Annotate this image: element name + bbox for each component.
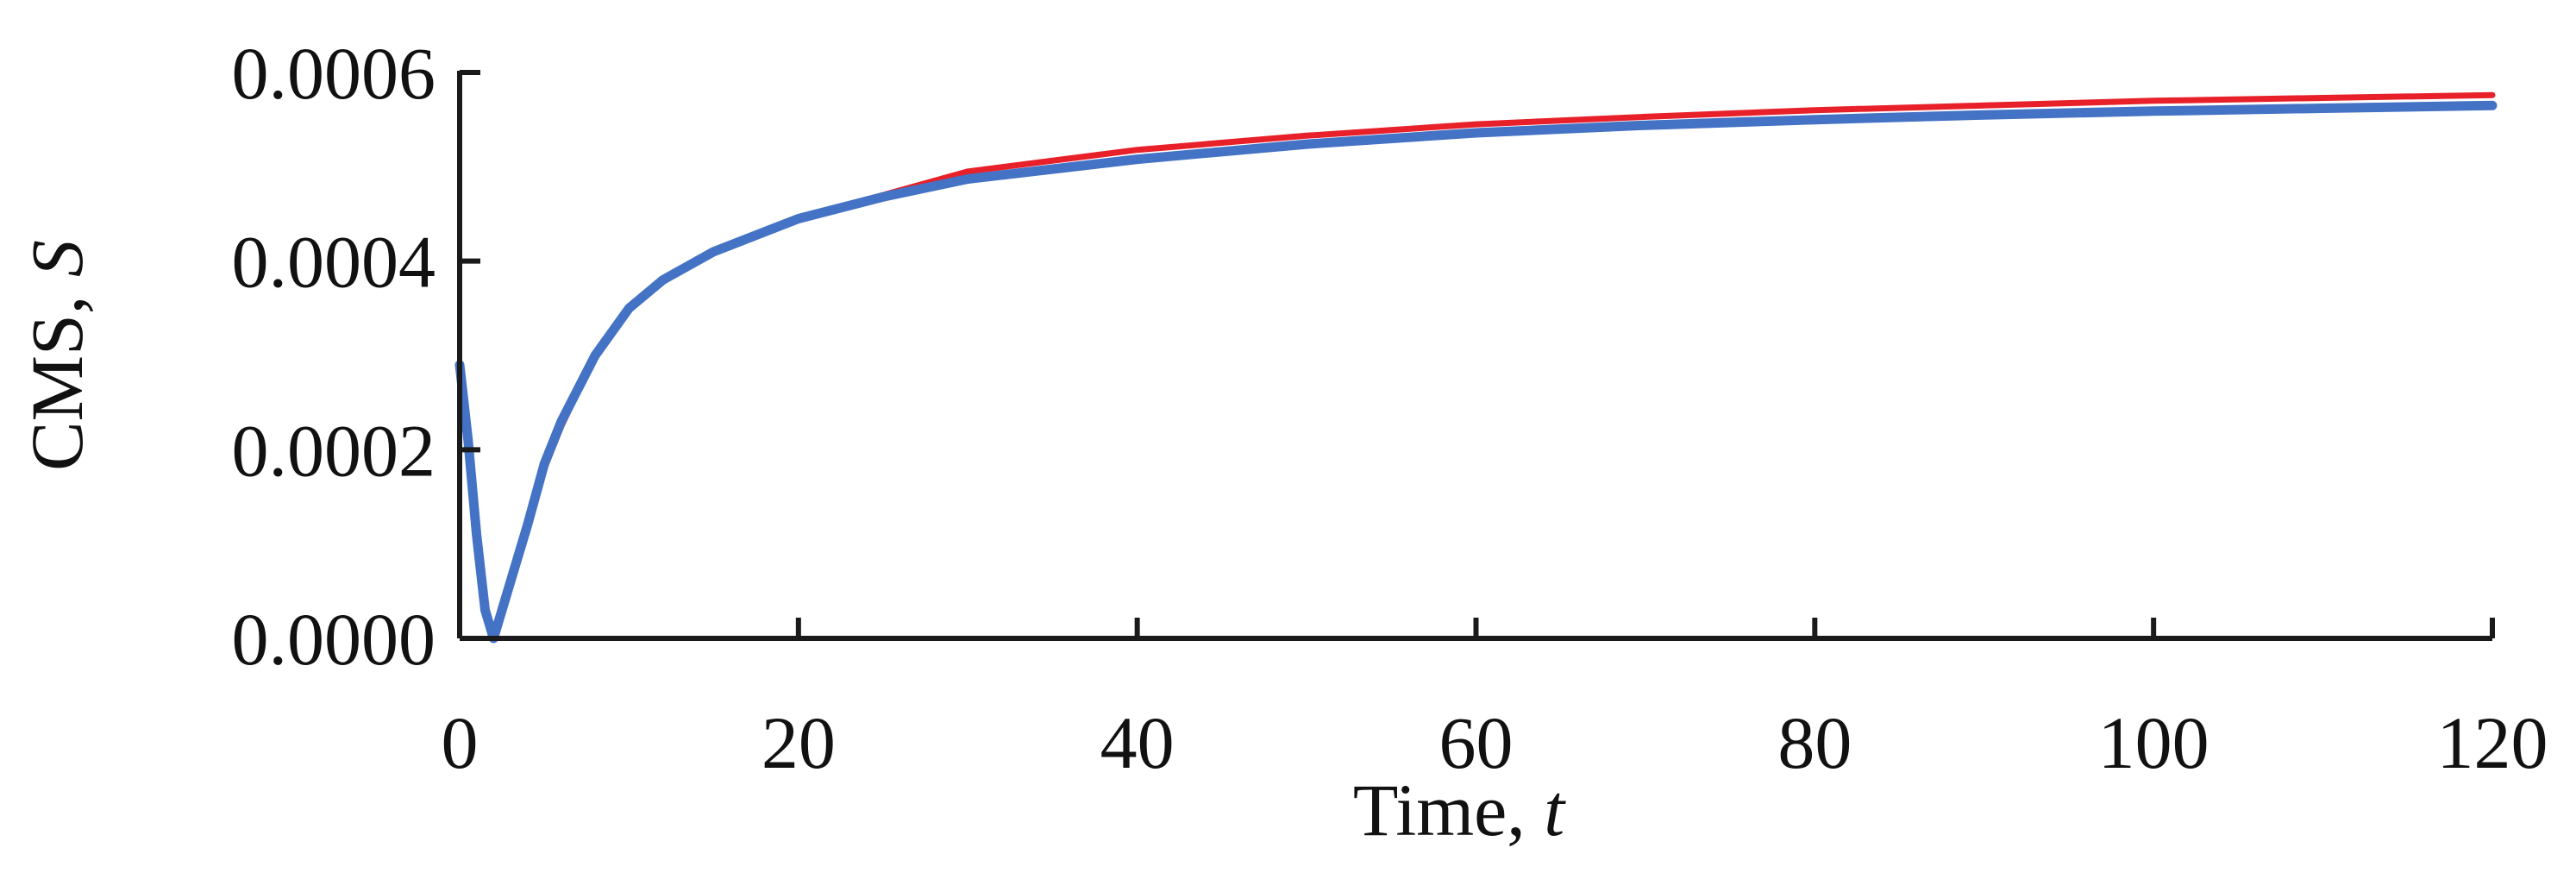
x-tick-label: 20 xyxy=(762,701,836,784)
x-axis-title: Time, t xyxy=(1353,769,1566,851)
series-line-2 xyxy=(454,100,2498,644)
x-tick-label: 40 xyxy=(1100,701,1175,784)
x-tick-label: 100 xyxy=(2098,701,2209,784)
x-tick-label: 60 xyxy=(1439,701,1514,784)
series-layer xyxy=(454,91,2498,644)
x-tick-label: 80 xyxy=(1777,701,1852,784)
y-tick-label: 0.0000 xyxy=(232,598,436,681)
x-axis-title-text: Time, xyxy=(1353,769,1544,851)
y-axis-title-text: CMS, xyxy=(16,277,98,471)
axes-layer xyxy=(457,70,2495,641)
y-axis-title: CMS, S xyxy=(16,240,98,471)
y-tick-label: 0.0002 xyxy=(232,409,436,492)
y-tick-label: 0.0006 xyxy=(232,32,436,115)
x-axis-title-variable: t xyxy=(1544,769,1566,851)
y-axis-title-variable: S xyxy=(16,240,98,277)
y-tick-label: 0.0004 xyxy=(232,221,436,304)
labels-layer: 0.0000 0.0002 0.0004 0.0006 0 20 40 60 80 100 120 xyxy=(232,32,2548,784)
series-line-1 xyxy=(456,91,2496,642)
x-tick-label: 120 xyxy=(2437,701,2548,784)
x-tick-label: 0 xyxy=(442,701,479,784)
